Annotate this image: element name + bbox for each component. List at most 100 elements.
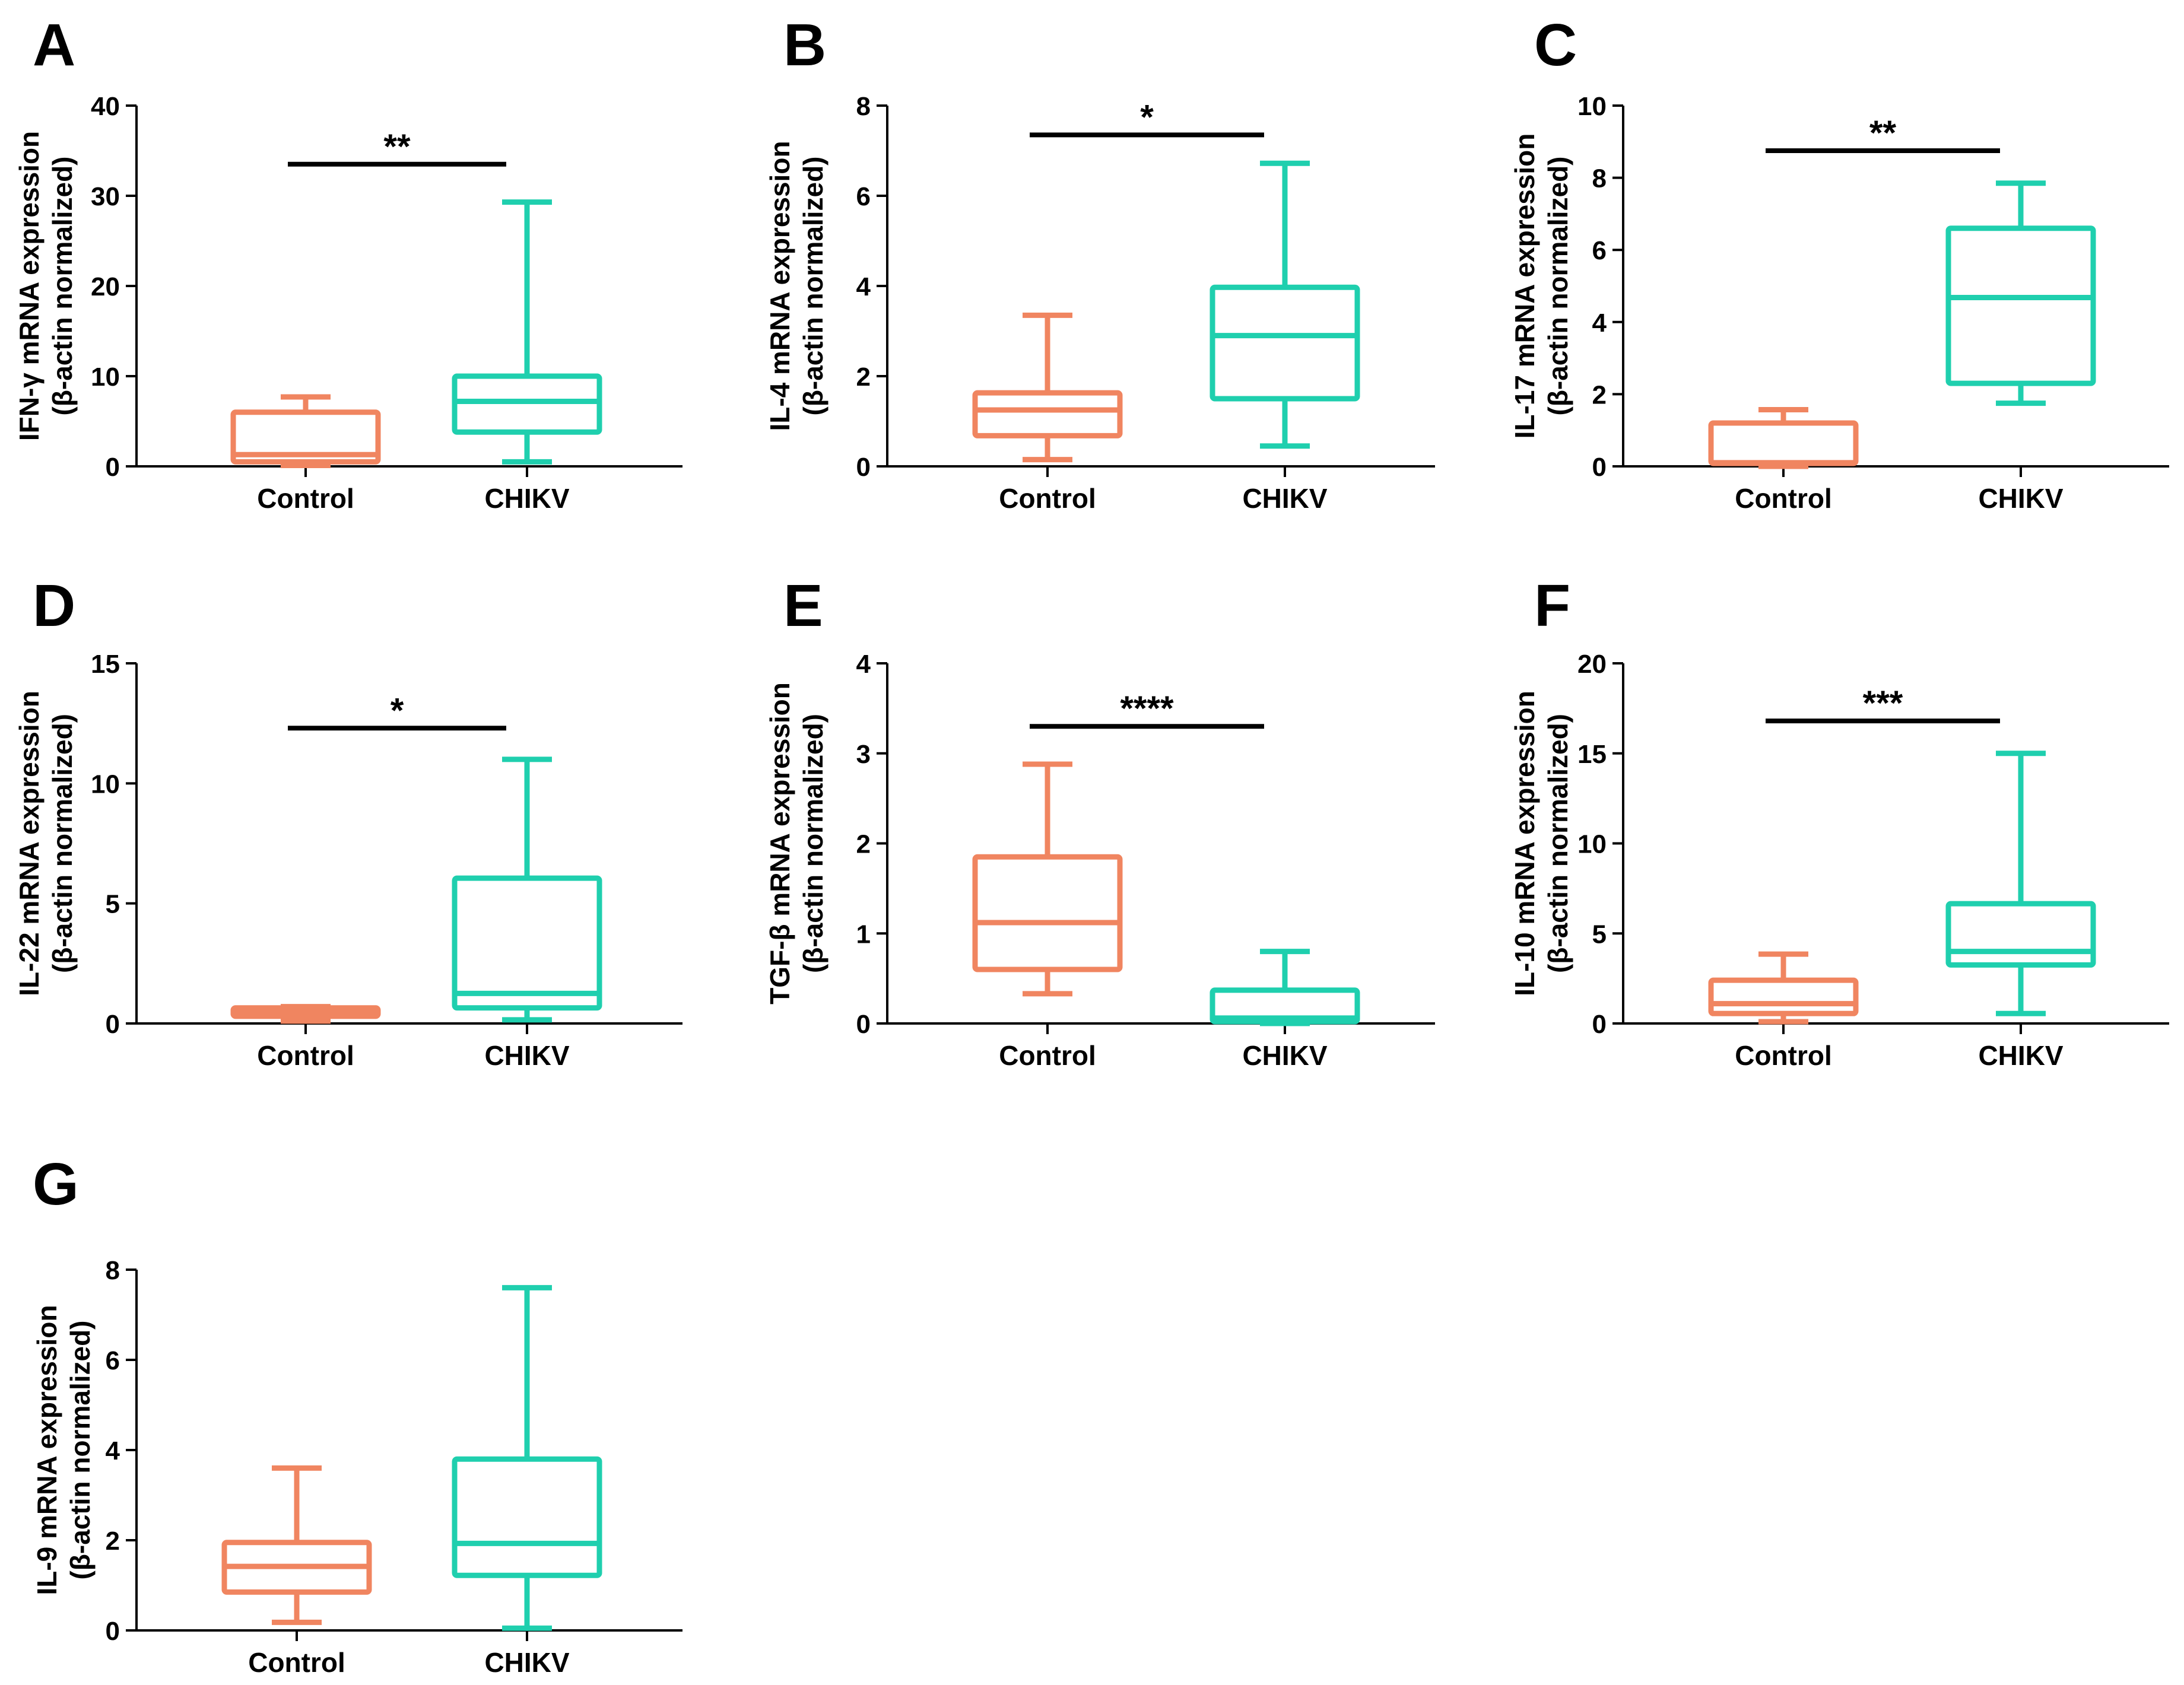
y-tick-label: 6 xyxy=(856,182,871,211)
y-axis-label: IL-22 mRNA expression(β-actin normalized… xyxy=(14,691,78,996)
box-control xyxy=(972,312,1123,463)
y-tick-label: 4 xyxy=(106,1436,120,1465)
y-tick-label: 8 xyxy=(856,92,871,121)
y-tick-label: 0 xyxy=(856,453,871,482)
y-tick-label: 8 xyxy=(1592,164,1607,193)
y-tick-label: 15 xyxy=(91,650,120,679)
box-chikv xyxy=(452,1285,602,1631)
y-tick-label: 20 xyxy=(1577,650,1607,679)
iqr-box xyxy=(1708,977,1859,1016)
box-chikv xyxy=(452,199,602,465)
significance-label: * xyxy=(1140,98,1154,136)
x-category-label: Control xyxy=(1735,483,1832,514)
box-control xyxy=(972,761,1123,997)
y-tick-label: 20 xyxy=(91,272,120,301)
panel-letter: C xyxy=(1534,12,1577,78)
box-chikv xyxy=(1210,160,1360,449)
panel-letter: B xyxy=(783,12,826,78)
x-category-label: Control xyxy=(257,1040,354,1071)
y-axis-label-line2: (β-actin normalized) xyxy=(798,714,828,973)
y-axis-label: IL-9 mRNA expression(β-actin normalized) xyxy=(31,1305,96,1595)
y-tick-label: 4 xyxy=(856,650,871,679)
iqr-box xyxy=(972,854,1123,972)
y-tick-label: 5 xyxy=(1592,920,1607,949)
x-category-label: Control xyxy=(1735,1040,1832,1071)
y-tick-label: 0 xyxy=(106,453,120,482)
significance-label: ** xyxy=(383,128,411,166)
y-tick-label: 6 xyxy=(1592,236,1607,265)
panel-letter: D xyxy=(33,573,75,639)
x-category-label: CHIKV xyxy=(484,1040,569,1071)
panel-a: A IFN-γ mRNA expression(β-actin normalize… xyxy=(14,12,682,514)
x-category-label: Control xyxy=(248,1647,345,1678)
y-tick-label: 40 xyxy=(91,92,120,121)
y-tick-label: 2 xyxy=(856,830,871,859)
y-axis-label: TGF-β mRNA expression(β-actin normalized… xyxy=(764,682,828,1004)
y-tick-label: 10 xyxy=(91,363,120,392)
x-category-label: CHIKV xyxy=(1978,1040,2063,1071)
y-tick-label: 5 xyxy=(106,890,120,919)
iqr-box xyxy=(1945,225,2096,386)
y-tick-label: 0 xyxy=(1592,1010,1607,1039)
iqr-box xyxy=(452,373,602,435)
x-category-label: CHIKV xyxy=(484,1647,569,1678)
y-tick-label: 2 xyxy=(1592,380,1607,409)
box-control xyxy=(1708,407,1859,469)
iqr-box xyxy=(452,875,602,1011)
y-tick-label: 15 xyxy=(1577,740,1607,769)
y-tick-label: 0 xyxy=(106,1010,120,1039)
y-axis-label-line1: IL-17 mRNA expression xyxy=(1509,133,1540,439)
panel-letter: G xyxy=(33,1151,79,1217)
y-axis-label-line2: (β-actin normalized) xyxy=(798,157,828,416)
box-control xyxy=(230,394,381,468)
significance-label: * xyxy=(391,691,404,730)
y-axis-label-line2: (β-actin normalized) xyxy=(1542,157,1573,416)
iqr-box xyxy=(1210,284,1360,402)
y-tick-label: 1 xyxy=(856,920,871,949)
y-tick-label: 0 xyxy=(106,1617,120,1646)
panel-letter: E xyxy=(783,573,823,639)
y-tick-label: 10 xyxy=(1577,92,1607,121)
panel-c: C IL-17 mRNA expression(β-actin normalize… xyxy=(1509,12,2169,514)
y-axis-label-line2: (β-actin normalized) xyxy=(47,157,78,416)
iqr-box xyxy=(1945,901,2096,968)
iqr-box xyxy=(972,390,1123,438)
panel-e: E TGF-β mRNA expression(β-actin normalize… xyxy=(764,573,1435,1071)
iqr-box xyxy=(452,1456,602,1578)
x-category-label: CHIKV xyxy=(484,483,569,514)
panel-letter: F xyxy=(1534,573,1570,639)
y-tick-label: 4 xyxy=(1592,309,1607,338)
significance-label: ** xyxy=(1869,114,1897,152)
y-axis-label: IL-17 mRNA expression(β-actin normalized… xyxy=(1509,133,1573,439)
iqr-box xyxy=(1708,420,1859,466)
box-control xyxy=(230,1004,381,1024)
panel-b: B IL-4 mRNA expression(β-actin normalized… xyxy=(764,12,1435,514)
y-axis-label-line2: (β-actin normalized) xyxy=(47,714,78,973)
y-tick-label: 6 xyxy=(106,1346,120,1375)
x-category-label: CHIKV xyxy=(1242,483,1327,514)
panel-d: D IL-22 mRNA expression(β-actin normalize… xyxy=(14,573,682,1071)
box-chikv xyxy=(1945,751,2096,1016)
box-control xyxy=(221,1465,372,1625)
y-tick-label: 30 xyxy=(91,182,120,211)
y-axis-label: IL-10 mRNA expression(β-actin normalized… xyxy=(1509,691,1573,996)
y-axis-label-line1: IL-9 mRNA expression xyxy=(31,1305,62,1595)
iqr-box xyxy=(1210,987,1360,1025)
y-axis-label-line1: IL-10 mRNA expression xyxy=(1509,691,1540,996)
y-tick-label: 4 xyxy=(856,272,871,301)
panel-f: F IL-10 mRNA expression(β-actin normalize… xyxy=(1509,573,2169,1071)
x-category-label: Control xyxy=(999,483,1096,514)
x-category-label: Control xyxy=(999,1040,1096,1071)
iqr-box xyxy=(230,409,381,465)
y-tick-label: 3 xyxy=(856,740,871,769)
significance-label: *** xyxy=(1863,684,1903,723)
box-control xyxy=(1708,951,1859,1025)
significance-label: **** xyxy=(1120,689,1174,728)
y-axis-label: IFN-γ mRNA expression(β-actin normalized… xyxy=(14,131,78,441)
y-axis-label-line1: IL-4 mRNA expression xyxy=(764,141,795,431)
y-tick-label: 8 xyxy=(106,1256,120,1285)
y-axis-label-line1: TGF-β mRNA expression xyxy=(764,682,795,1004)
y-axis-label-line2: (β-actin normalized) xyxy=(65,1321,96,1580)
box-chikv xyxy=(1210,949,1360,1026)
